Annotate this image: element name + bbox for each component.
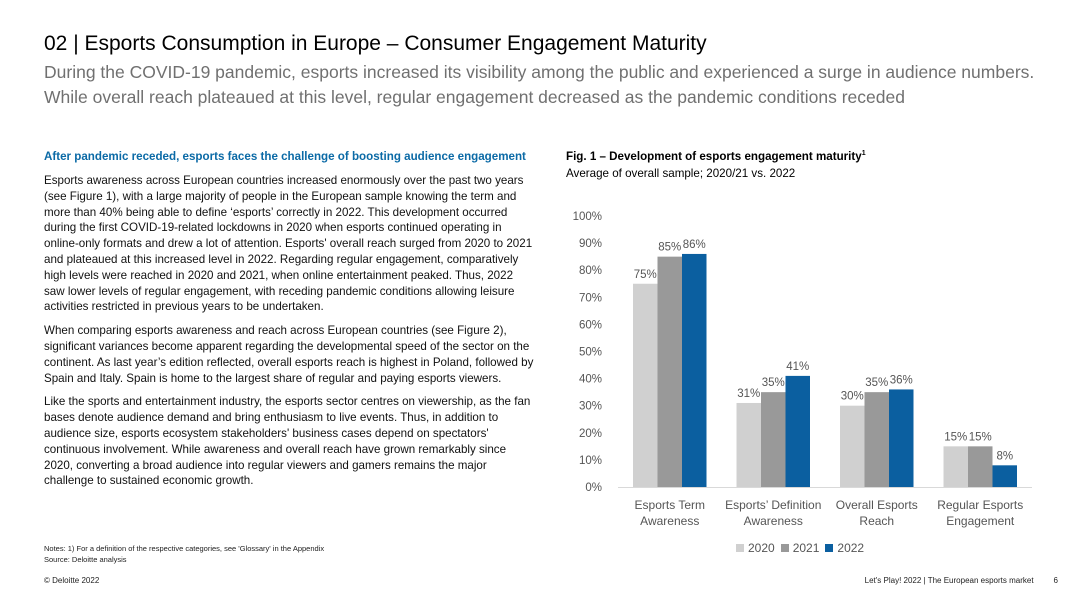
y-tick-label: 100% [573,211,602,223]
bar-2020 [840,405,865,487]
paragraph-2: When comparing esports awareness and rea… [44,324,534,385]
footer-copyright: © Deloitte 2022 [44,576,100,585]
bar-2020 [736,402,761,487]
data-label-2020: 30% [841,391,864,403]
data-label-2021: 15% [969,431,992,443]
page-number: 6 [1053,576,1058,585]
legend-item-2020: 2020 [736,541,775,555]
legend-item-2022: 2022 [825,541,864,555]
y-tick-label: 40% [579,374,602,386]
bar-2021 [968,446,993,487]
left-text-column: After pandemic receded, esports faces th… [44,150,536,497]
legend-swatch [736,544,744,552]
bar-2022 [889,389,914,487]
y-tick-label: 20% [579,428,602,440]
bar-2022 [785,375,810,487]
y-tick-label: 10% [579,455,602,467]
data-label-2021: 85% [658,242,681,254]
x-category-label: Overall Esports [836,498,918,512]
x-category-label: Reach [859,514,894,528]
data-label-2022: 41% [786,361,809,373]
legend-label: 2021 [792,541,820,555]
y-tick-label: 70% [579,292,602,304]
x-category-label: Esports’ Definition [725,498,821,512]
figure-subtitle: Average of overall sample; 2020/21 vs. 2… [566,167,796,180]
figure-title-text: Fig. 1 – Development of esports engageme… [566,150,862,163]
page-title: 02 | Esports Consumption in Europe – Con… [44,32,707,55]
bar-chart: 0%10%20%30%40%50%60%70%80%90%100%75%85% 8… [573,211,1032,528]
bar-2021 [657,256,682,487]
x-category-label: Regular Esports [937,498,1023,512]
data-label-2022: 8% [996,450,1013,462]
legend-label: 2022 [837,541,865,555]
source-line: Source: Deloitte analysis [44,554,127,564]
data-label-2020: 15% [944,431,967,443]
page-subtitle: During the COVID-19 pandemic, esports in… [44,62,1035,107]
footer-right: Let's Play! 2022 | The European esports … [865,576,1058,585]
legend-label: 2020 [748,541,775,555]
legend-swatch [780,544,789,552]
data-label-2022: 86% [683,239,706,251]
paragraph-3: Like the sports and entertainment indust… [44,395,531,488]
data-label-2020: 31% [737,388,760,400]
y-tick-label: 50% [579,347,602,359]
bar-2021 [864,392,889,487]
x-category-label: Awareness [640,514,699,528]
y-tick-label: 30% [579,401,602,413]
notes: Notes: 1) For a definition of the respec… [44,544,324,565]
bar-2022 [682,253,707,487]
data-label-2021: 35% [762,377,785,389]
notes-line: Notes: 1) For a definition of the respec… [44,544,325,553]
bar-2020 [633,283,658,487]
data-label-2021: 35% [865,377,888,389]
data-label-2020: 75% [634,269,657,281]
x-category-label: Engagement [946,514,1015,528]
figure-title: Fig. 1 – Development of esports engageme… [566,150,866,163]
paragraph-1: Esports awareness across European countr… [44,174,533,314]
footer-report-name: Let's Play! 2022 | The European esports … [864,576,1034,585]
data-label-2022: 36% [890,374,913,386]
bar-2021 [761,392,786,487]
bar-2020 [943,446,968,487]
y-tick-label: 80% [579,265,602,277]
section-heading: After pandemic receded, esports faces th… [44,150,526,163]
bar-2022 [992,465,1017,487]
legend-item-2021: 2021 [780,541,820,555]
legend-swatch [825,544,834,552]
x-category-label: Esports Term [635,498,705,512]
y-tick-label: 60% [579,319,602,331]
x-category-label: Awareness [744,514,803,528]
y-tick-label: 0% [585,482,602,494]
chart-legend: 2020 2021 2022 [736,541,870,555]
figure-title-footnote: 1 [861,150,866,158]
y-tick-label: 90% [579,238,602,250]
